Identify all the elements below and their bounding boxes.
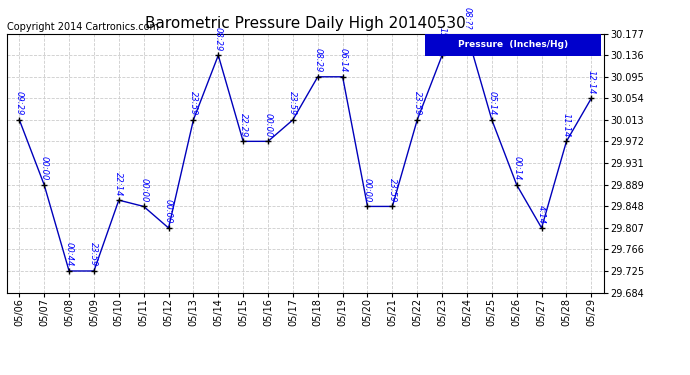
Text: 4:14: 4:14 bbox=[537, 205, 546, 224]
Text: 08:??: 08:?? bbox=[462, 7, 471, 30]
Text: 23:59: 23:59 bbox=[288, 91, 297, 116]
Text: 08:29: 08:29 bbox=[214, 27, 223, 51]
Text: 08:29: 08:29 bbox=[313, 48, 322, 73]
Text: 00:00: 00:00 bbox=[363, 178, 372, 202]
Text: 12:14: 12:14 bbox=[586, 70, 596, 94]
Text: 00:00: 00:00 bbox=[139, 178, 148, 202]
Text: 23:59: 23:59 bbox=[189, 91, 198, 116]
Text: 00:00: 00:00 bbox=[164, 200, 173, 224]
Text: 15:14: 15:14 bbox=[437, 27, 446, 51]
Text: 11:14: 11:14 bbox=[562, 113, 571, 137]
Text: 00:00: 00:00 bbox=[40, 156, 49, 181]
Text: Copyright 2014 Cartronics.com: Copyright 2014 Cartronics.com bbox=[7, 22, 159, 33]
Text: 23:59: 23:59 bbox=[90, 243, 99, 267]
Text: 22:29: 22:29 bbox=[239, 113, 248, 137]
Title: Barometric Pressure Daily High 20140530: Barometric Pressure Daily High 20140530 bbox=[145, 16, 466, 31]
Text: 05:14: 05:14 bbox=[487, 91, 496, 116]
Text: 23:59: 23:59 bbox=[388, 178, 397, 202]
Text: 00:00: 00:00 bbox=[264, 113, 273, 137]
Text: 23:59: 23:59 bbox=[413, 91, 422, 116]
Text: 22:14: 22:14 bbox=[115, 172, 124, 196]
Text: 09:29: 09:29 bbox=[14, 91, 24, 116]
Text: 00:14: 00:14 bbox=[512, 156, 521, 181]
Text: 06:14: 06:14 bbox=[338, 48, 347, 73]
Text: 00:44: 00:44 bbox=[65, 243, 74, 267]
